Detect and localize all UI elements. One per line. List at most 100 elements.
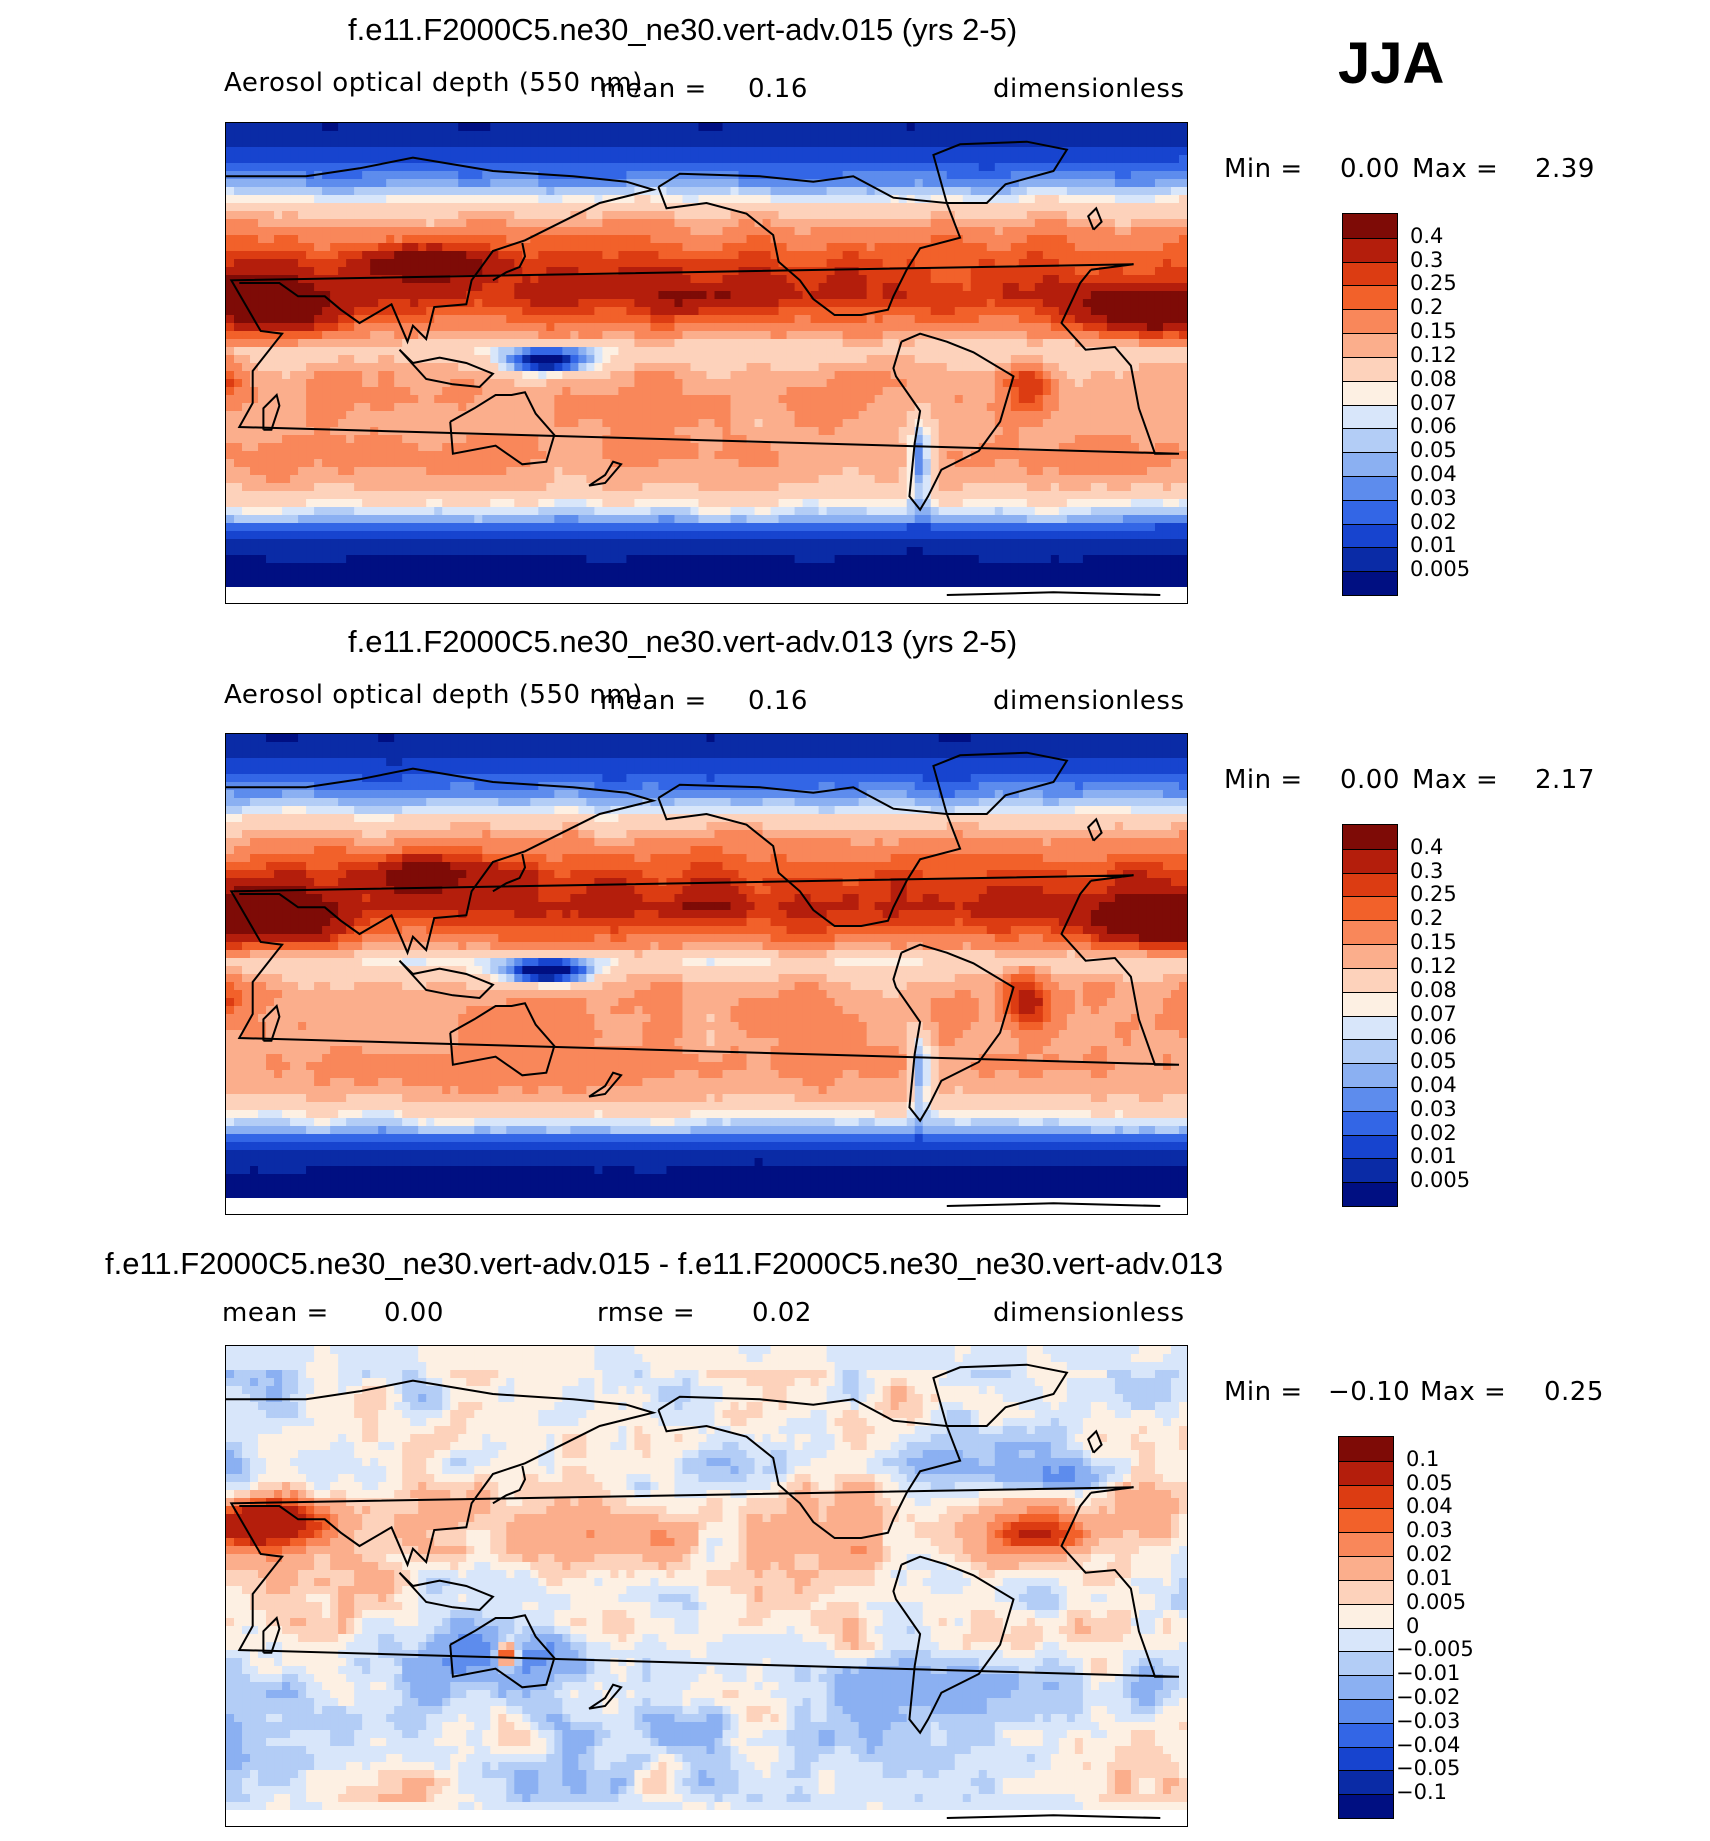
field-cell (378, 163, 387, 172)
field-cell (482, 251, 491, 260)
field-cell (1090, 235, 1100, 244)
field-cell (610, 435, 620, 444)
field-cell (642, 403, 652, 412)
field-cell (658, 227, 668, 236)
field-cell (586, 379, 595, 388)
field-cell (570, 291, 579, 300)
field-cell (1090, 331, 1100, 340)
field-cell (634, 419, 644, 428)
field-cell (810, 355, 820, 364)
field-cell (898, 203, 908, 212)
field-cell (1138, 163, 1148, 172)
field-cell (234, 339, 243, 348)
field-cell (562, 243, 571, 252)
field-cell (538, 219, 547, 228)
field-cell (554, 387, 563, 396)
field-cell (762, 259, 772, 268)
field-cell (1154, 203, 1164, 212)
field-cell (538, 243, 547, 252)
field-cell (578, 227, 587, 236)
field-cell (1002, 131, 1012, 140)
field-cell (618, 147, 628, 156)
field-cell (842, 403, 852, 412)
field-cell (554, 235, 563, 244)
field-cell (874, 419, 884, 428)
field-cell (1130, 339, 1140, 348)
field-cell (826, 275, 836, 284)
field-cell (1074, 195, 1084, 204)
field-cell (610, 235, 620, 244)
field-cell (1090, 371, 1100, 380)
field-cell (1002, 291, 1012, 300)
field-cell (962, 211, 972, 220)
field-cell (346, 251, 355, 260)
field-cell (570, 299, 579, 308)
field-cell (1178, 203, 1187, 212)
field-cell (1138, 211, 1148, 220)
field-cell (954, 203, 964, 212)
field-cell (266, 451, 275, 460)
field-cell (682, 179, 692, 188)
field-cell (1090, 211, 1100, 220)
field-cell (1146, 267, 1156, 276)
field-cell (426, 395, 435, 404)
field-cell (410, 451, 419, 460)
field-cell (970, 211, 980, 220)
field-cell (650, 347, 660, 356)
field-cell (314, 451, 323, 460)
field-cell (498, 187, 507, 196)
field-cell (1098, 427, 1108, 436)
field-cell (458, 315, 467, 324)
field-cell (1026, 123, 1036, 132)
field-cell (530, 187, 539, 196)
field-cell (730, 339, 740, 348)
field-cell (1178, 139, 1187, 148)
field-cell (330, 347, 339, 356)
field-cell (1162, 443, 1172, 452)
field-cell (1122, 291, 1132, 300)
field-cell (1130, 307, 1140, 316)
field-cell (706, 147, 716, 156)
field-cell (642, 315, 652, 324)
field-cell (442, 251, 451, 260)
field-cell (1042, 403, 1052, 412)
field-cell (602, 283, 611, 292)
field-cell (234, 251, 243, 260)
field-cell (1090, 291, 1100, 300)
field-cell (546, 379, 555, 388)
field-cell (954, 219, 964, 228)
field-cell (1162, 427, 1172, 436)
field-cell (490, 163, 499, 172)
field-cell (634, 315, 644, 324)
field-cell (418, 347, 427, 356)
field-cell (266, 379, 275, 388)
field-cell (426, 147, 435, 156)
field-cell (522, 219, 531, 228)
field-cell (826, 379, 836, 388)
field-cell (234, 131, 243, 140)
field-cell (474, 283, 483, 292)
field-cell (442, 203, 451, 212)
field-cell (842, 371, 852, 380)
field-cell (890, 419, 900, 428)
field-cell (658, 355, 668, 364)
field-cell (1034, 307, 1044, 316)
field-cell (322, 411, 331, 420)
field-cell (258, 251, 267, 260)
field-cell (594, 323, 603, 332)
field-cell (338, 211, 347, 220)
field-cell (530, 443, 539, 452)
field-cell (738, 299, 748, 308)
field-cell (866, 315, 876, 324)
field-cell (1098, 363, 1108, 372)
field-cell (834, 259, 844, 268)
field-cell (898, 371, 908, 380)
field-cell (978, 339, 988, 348)
field-cell (778, 427, 788, 436)
field-cell (1162, 299, 1172, 308)
field-cell (226, 403, 235, 412)
field-cell (1010, 211, 1020, 220)
field-cell (394, 363, 403, 372)
field-cell (474, 427, 483, 436)
field-cell (610, 179, 620, 188)
